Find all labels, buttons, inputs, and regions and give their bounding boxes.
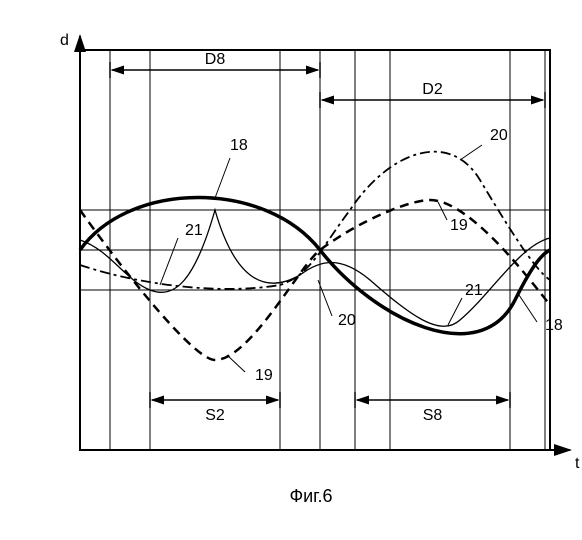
figure-svg: d t D8 D2 S2 S8 18 21 19 20 20 19 21 18 Фиг.6 bbox=[20, 20, 582, 520]
x-axis-label: t bbox=[575, 455, 580, 472]
callout-19: 19 bbox=[450, 217, 468, 234]
y-axis-label: d bbox=[60, 32, 69, 49]
callout-19: 19 bbox=[255, 367, 273, 384]
callout-21: 21 bbox=[465, 282, 483, 299]
callout-20: 20 bbox=[338, 312, 356, 329]
dim-label-D2: D2 bbox=[422, 81, 443, 98]
callout-20: 20 bbox=[490, 127, 508, 144]
figure-caption: Фиг.6 bbox=[289, 486, 332, 506]
callout-18: 18 bbox=[230, 137, 248, 154]
figure-container: d t D8 D2 S2 S8 18 21 19 20 20 19 21 18 Фиг.6 bbox=[20, 20, 582, 520]
dim-label-S2: S2 bbox=[205, 407, 225, 424]
dim-label-D8: D8 bbox=[205, 51, 226, 68]
dim-label-S8: S8 bbox=[423, 407, 443, 424]
callout-21: 21 bbox=[185, 222, 203, 239]
callout-18: 18 bbox=[545, 317, 563, 334]
